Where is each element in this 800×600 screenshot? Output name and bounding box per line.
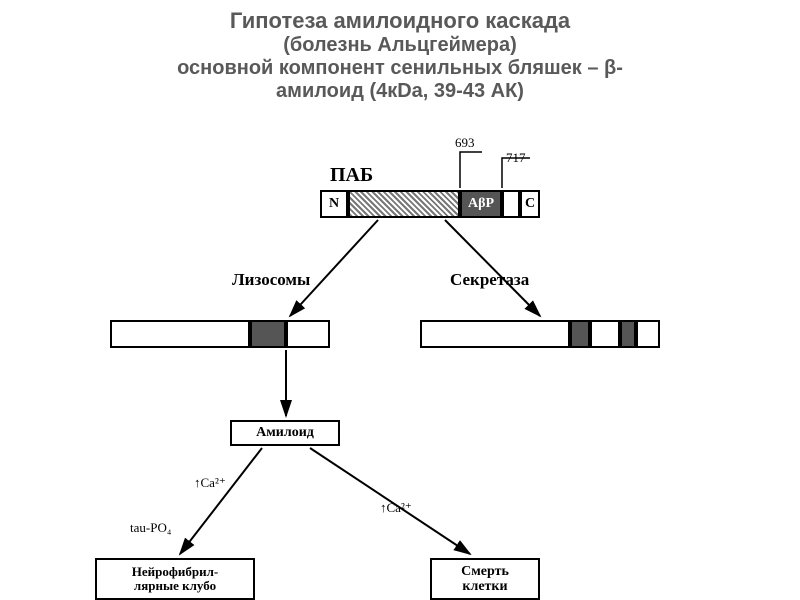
amyloid-box: Амилоид [230, 420, 340, 446]
secretase-fragment-bar-seg-0 [420, 320, 570, 348]
neurofibrillary-tangles-box-line-0: Нейрофибрил- [132, 565, 218, 579]
pab-protein-bar-seg-2: АβР [460, 190, 502, 218]
arrow-to lysosomes [290, 220, 378, 316]
title-line-1: Гипотеза амилоидного каскада [20, 8, 780, 34]
cell-death-box: Смертьклетки [430, 558, 540, 600]
cell-death-box-line-1: клетки [462, 579, 507, 594]
ca2plus-right-label: ↑Ca²⁺ [380, 500, 412, 516]
secretase-fragment-bar-seg-2 [590, 320, 620, 348]
secretase-label: Секретаза [450, 270, 529, 290]
pos-717-label: 717 [506, 150, 526, 166]
arrow-to secretase [445, 220, 540, 316]
arrow-amyloid to nft [180, 448, 262, 554]
lysosome-fragment-bar-seg-0 [110, 320, 250, 348]
pab-protein-bar: N АβР C [320, 190, 540, 218]
amyloid-box-line-0: Амилоид [256, 425, 314, 440]
title-line-3: основной компонент сенильных бляшек – β- [20, 57, 780, 80]
pab-protein-bar-seg-0: N [320, 190, 348, 218]
secretase-fragment-bar-seg-4 [636, 320, 660, 348]
pab-label: ПАБ [330, 164, 373, 187]
neurofibrillary-tangles-box: Нейрофибрил-лярные клубо [95, 558, 255, 600]
pos-693-label: 693 [455, 135, 475, 151]
secretase-fragment-bar [420, 320, 660, 348]
lysosome-fragment-bar-seg-1 [250, 320, 286, 348]
neurofibrillary-tangles-box-line-1: лярные клубо [134, 579, 216, 593]
lysosome-fragment-bar [110, 320, 330, 348]
cell-death-box-line-0: Смерть [461, 564, 509, 579]
secretase-fragment-bar-seg-3 [620, 320, 636, 348]
title-line-4: амилоид (4кDa, 39-43 АК) [20, 80, 780, 103]
tau-po4-label: tau-PO₄ [130, 520, 171, 536]
lysosomes-label: Лизосомы [232, 270, 310, 290]
title-block: Гипотеза амилоидного каскада (болезнь Ал… [0, 0, 800, 103]
amyloid-cascade-diagram: N АβР C ПАБ 693 717 Лизосомы Секретаза ↑Ca²⁺ ↑Ca²… [0, 120, 800, 600]
pab-protein-bar-seg-3 [502, 190, 520, 218]
secretase-fragment-bar-seg-1 [570, 320, 590, 348]
lysosome-fragment-bar-seg-2 [286, 320, 330, 348]
pab-protein-bar-seg-4: C [520, 190, 540, 218]
title-line-2: (болезнь Альцгеймера) [20, 34, 780, 57]
ca2plus-left-label: ↑Ca²⁺ [194, 475, 226, 491]
pab-protein-bar-seg-1 [348, 190, 460, 218]
